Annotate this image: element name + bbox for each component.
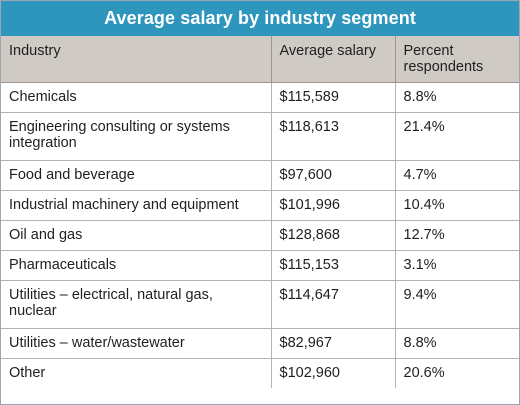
salary-cell: $118,613: [270, 112, 395, 161]
percent-cell: 3.1%: [394, 250, 519, 281]
table-row: Pharmaceuticals $115,153 3.1%: [1, 250, 519, 281]
column-header-average-salary: Average salary: [270, 36, 395, 83]
percent-cell: 12.7%: [394, 220, 519, 251]
industry-cell: Industrial machinery and equipment: [1, 190, 271, 221]
salary-cell: $82,967: [270, 328, 395, 359]
industry-cell: Chemicals: [1, 82, 271, 113]
table-title: Average salary by industry segment: [1, 1, 519, 36]
salary-cell: $102,960: [270, 358, 395, 388]
percent-cell: 4.7%: [394, 160, 519, 191]
percent-cell: 10.4%: [394, 190, 519, 221]
table-row: Utilities – electrical, natural gas, nuc…: [1, 280, 519, 329]
industry-cell: Oil and gas: [1, 220, 271, 251]
salary-cell: $115,589: [270, 82, 395, 113]
industry-cell: Pharmaceuticals: [1, 250, 271, 281]
column-header-percent-respondents: Percent respondents: [394, 36, 519, 83]
column-header-industry: Industry: [1, 36, 271, 83]
industry-cell: Other: [9, 364, 46, 381]
percent-cell: 21.4%: [394, 112, 519, 161]
industry-cell: Utilities – electrical, natural gas, nuc…: [1, 280, 271, 329]
salary-cell: $97,600: [270, 160, 395, 191]
table-row: Utilities – water/wastewater $82,967 8.8…: [1, 328, 519, 359]
table-row: Chemicals $115,589 8.8%: [1, 82, 519, 113]
table-row: Other $102,960 20.6%: [1, 358, 519, 388]
salary-cell: $114,647: [270, 280, 395, 329]
industry-cell: Utilities – water/wastewater: [1, 328, 271, 359]
table-row: Industrial machinery and equipment $101,…: [1, 190, 519, 221]
table-row: Food and beverage $97,600 4.7%: [1, 160, 519, 191]
table-row: Engineering consulting or systems integr…: [1, 112, 519, 161]
percent-cell: 8.8%: [394, 82, 519, 113]
percent-cell: 8.8%: [394, 328, 519, 359]
percent-cell: 20.6%: [394, 358, 519, 388]
table-row: Oil and gas $128,868 12.7%: [1, 220, 519, 251]
percent-cell: 9.4%: [394, 280, 519, 329]
header-row: Industry Average salary Percent responde…: [1, 36, 519, 83]
industry-cell: Engineering consulting or systems integr…: [1, 112, 271, 161]
industry-cell: Food and beverage: [1, 160, 271, 191]
salary-cell: $101,996: [270, 190, 395, 221]
salary-cell: $128,868: [270, 220, 395, 251]
salary-table: Industry Average salary Percent responde…: [1, 36, 519, 388]
salary-cell: $115,153: [270, 250, 395, 281]
